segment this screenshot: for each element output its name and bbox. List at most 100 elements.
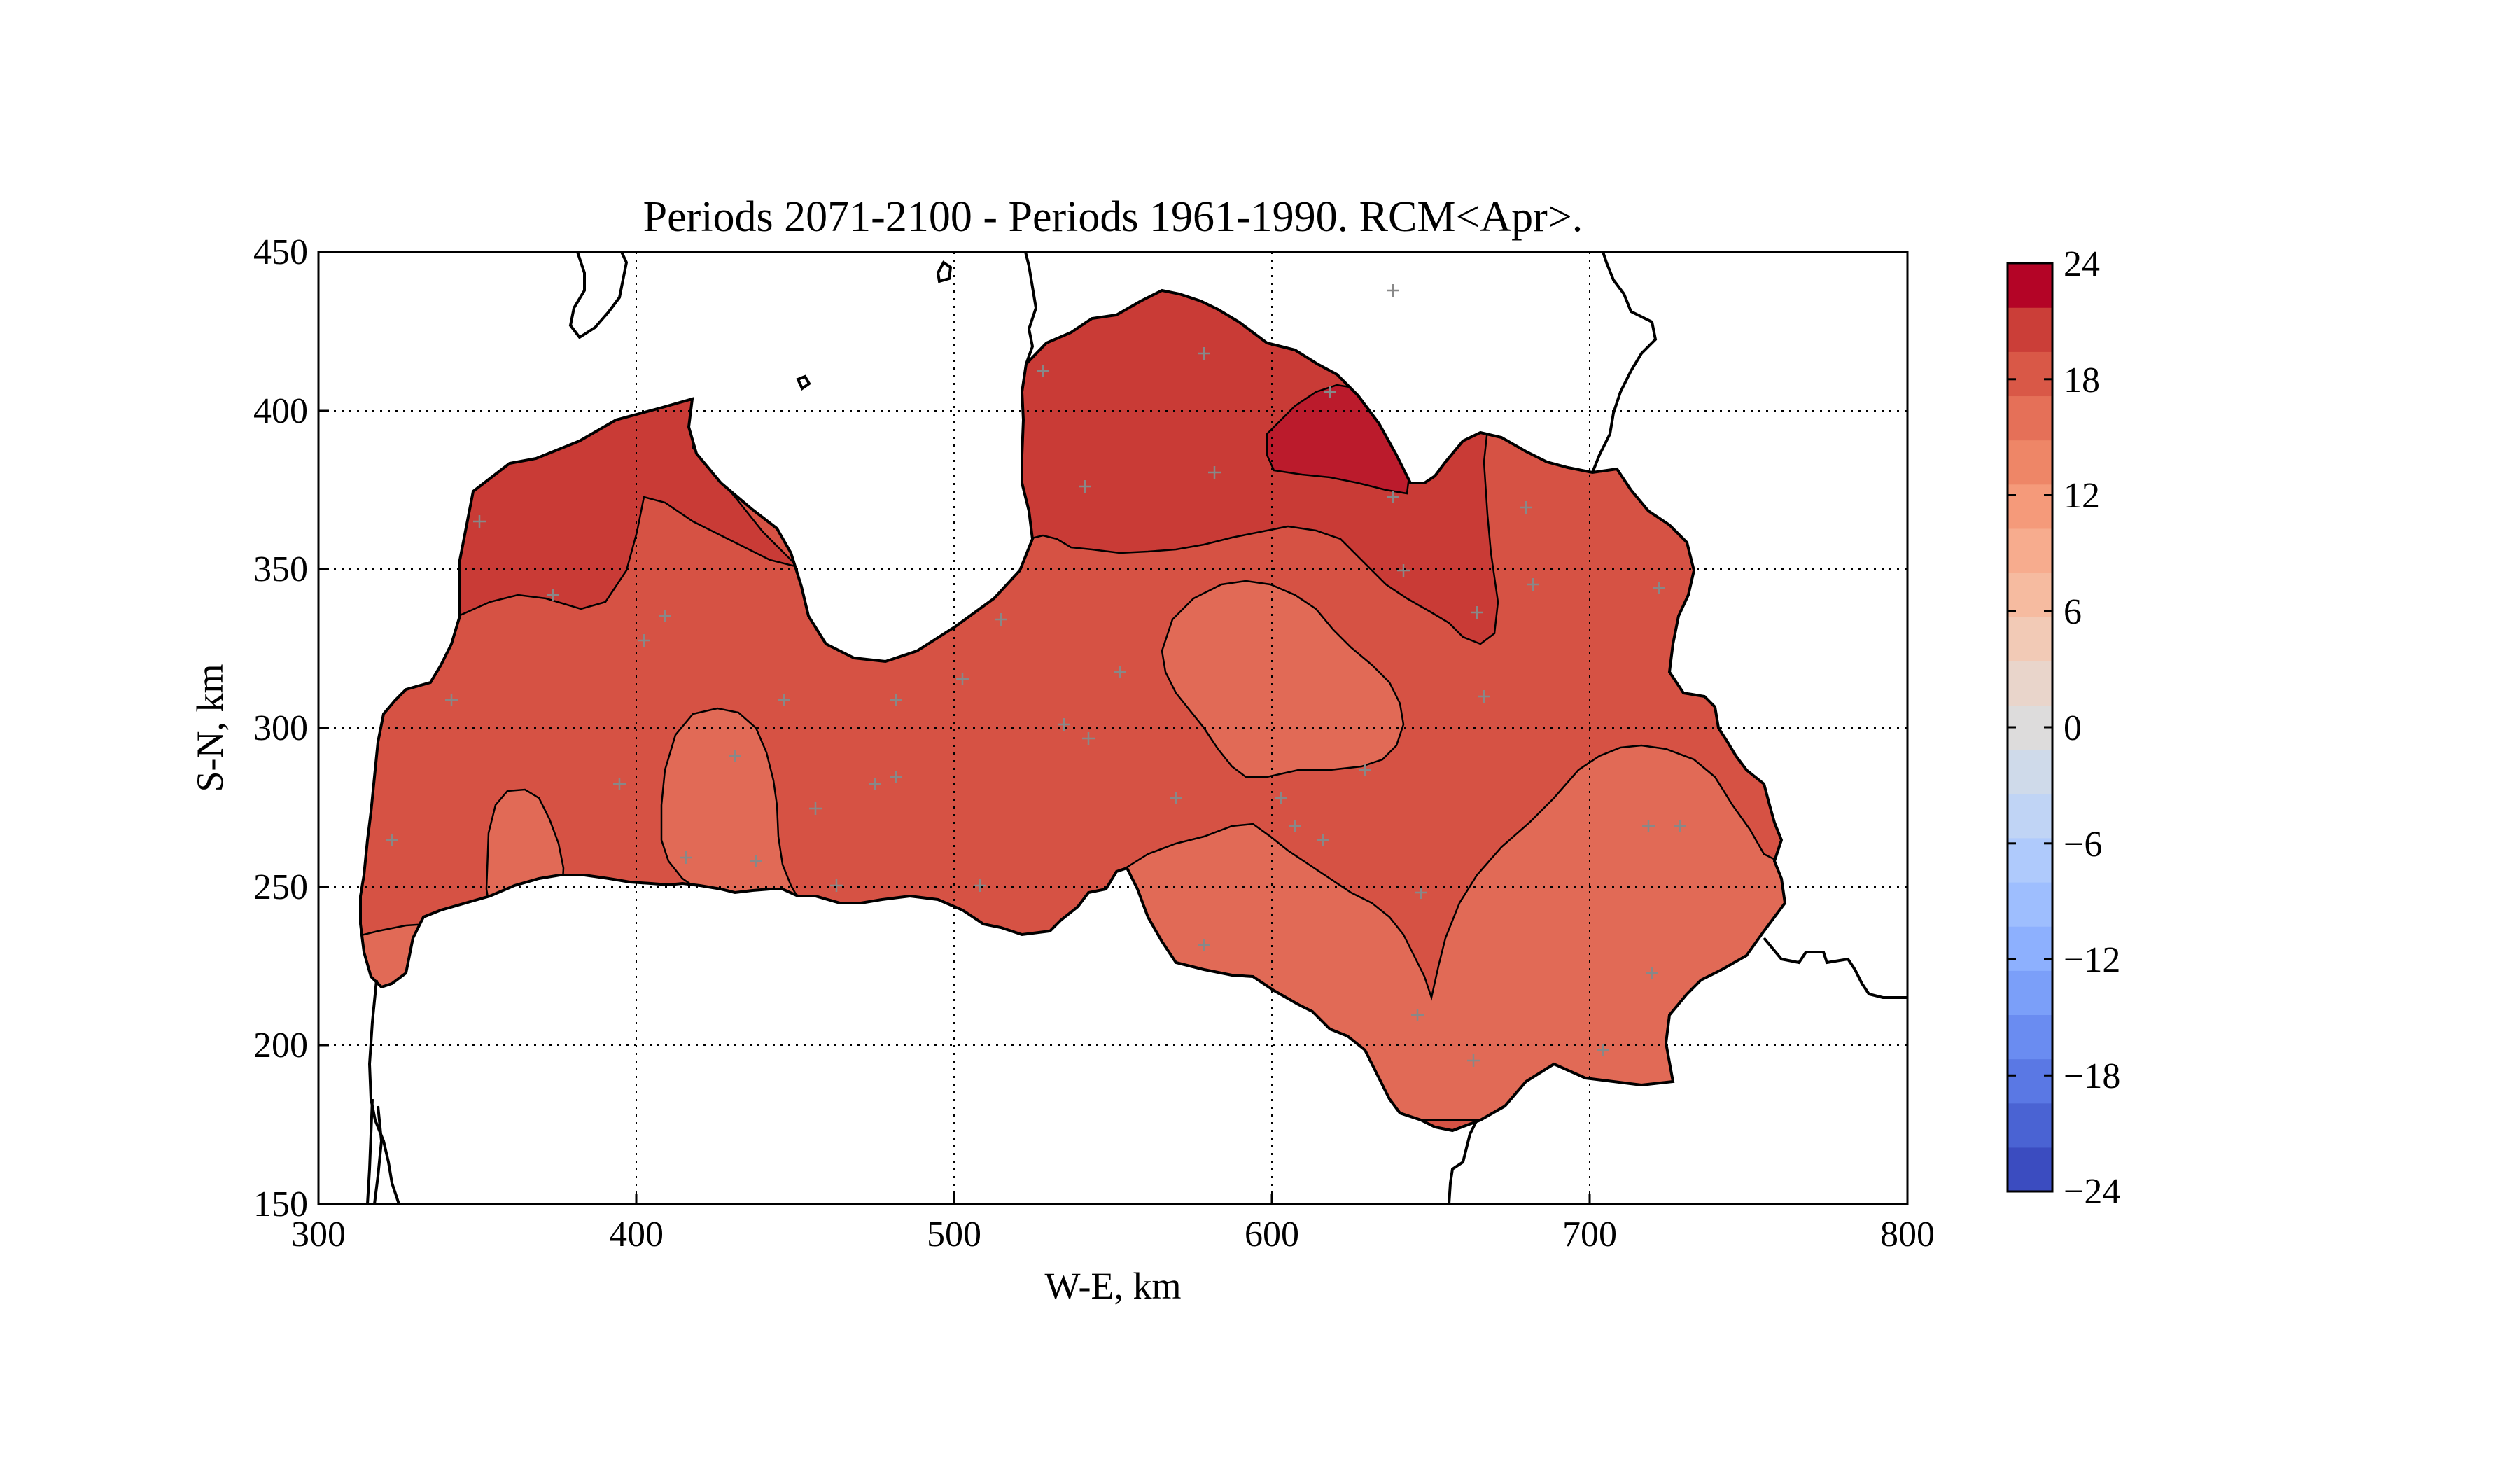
colorbar-block	[2008, 484, 2052, 529]
colorbar-block	[2008, 528, 2052, 573]
ytick-label: 300	[253, 708, 308, 748]
colorbar-label: −6	[2064, 825, 2102, 864]
station-marker	[1653, 582, 1665, 594]
station-marker	[1058, 718, 1070, 731]
russia-belarus-border	[1763, 937, 1907, 999]
station-marker	[1387, 284, 1399, 297]
ytick-label: 400	[253, 391, 308, 431]
station-marker	[1387, 491, 1399, 503]
ruhnu-island	[936, 260, 953, 284]
estonia-west-coast	[1024, 252, 1038, 365]
station-marker	[869, 778, 881, 790]
contour-level-12-15-sc	[660, 707, 807, 911]
station-marker	[1478, 690, 1490, 703]
station-marker	[1114, 666, 1126, 678]
station-marker	[1674, 820, 1686, 832]
station-marker	[659, 610, 671, 622]
lithuania-coast-c	[373, 1105, 384, 1204]
colorbar-ticks	[2008, 262, 2052, 1193]
colorbar-block	[2008, 970, 2052, 1016]
colorbar-block	[2008, 1014, 2052, 1060]
colorbar-block	[2008, 396, 2052, 441]
colorbar-block	[2008, 307, 2052, 352]
station-marker	[445, 694, 458, 706]
xtick-label: 300	[291, 1214, 346, 1254]
ytick-label: 250	[253, 867, 308, 907]
estonia-east-border	[1591, 252, 1658, 473]
station-marker	[1082, 732, 1095, 745]
x-axis-label: W-E, km	[1045, 1265, 1182, 1307]
station-marker	[1079, 480, 1091, 493]
other-coastlines	[366, 252, 1907, 1204]
station-marker	[1397, 564, 1410, 577]
station-marker	[1037, 365, 1049, 377]
grid-lines	[318, 252, 1907, 1204]
ytick-label: 450	[253, 232, 308, 272]
station-marker	[974, 879, 986, 892]
station-marker	[1198, 347, 1210, 360]
estonia-coast-islands	[568, 252, 629, 340]
xtick-label: 500	[927, 1214, 981, 1254]
station-marker	[638, 634, 650, 647]
colorbar-block	[2008, 1147, 2052, 1192]
station-marker	[729, 750, 741, 762]
plot-area	[318, 252, 1907, 1204]
station-marker	[778, 694, 790, 706]
colorbar-block	[2008, 1102, 2052, 1148]
station-marker	[1170, 792, 1182, 804]
station-marker	[890, 694, 902, 706]
station-marker	[680, 851, 692, 864]
colorbar-block	[2008, 1058, 2052, 1104]
colorbar-block	[2008, 749, 2052, 794]
station-marker	[1597, 1044, 1609, 1056]
colorbar-label: 24	[2064, 244, 2100, 284]
colorbar-block	[2008, 263, 2052, 308]
colorbar-labels: 24 18 12 6 0 −6 −12 −18 −24	[2064, 244, 2120, 1212]
colorbar-block	[2008, 882, 2052, 927]
station-marker	[995, 613, 1007, 626]
xtick-label: 400	[609, 1214, 664, 1254]
station-marker	[1411, 1009, 1424, 1021]
station-marker	[1208, 466, 1221, 479]
lithuania-coast-b	[366, 1098, 374, 1204]
station-marker	[809, 802, 822, 815]
colorbar-label: 12	[2064, 476, 2100, 516]
colorbar-block	[2008, 351, 2052, 397]
station-markers	[386, 284, 1686, 1067]
colorbar-label: 6	[2064, 592, 2082, 632]
colorbar-label: 0	[2064, 708, 2082, 748]
station-marker	[1317, 834, 1329, 846]
station-marker	[1289, 820, 1301, 832]
station-marker	[750, 855, 762, 867]
colorbar: 24 18 12 6 0 −6 −12 −18 −24	[2006, 244, 2120, 1212]
station-marker	[1415, 886, 1427, 899]
ytick-label: 200	[253, 1026, 308, 1065]
lithuania-border-south	[1448, 1119, 1478, 1204]
xtick-label: 600	[1245, 1214, 1299, 1254]
station-marker	[1642, 820, 1655, 832]
station-marker	[1467, 1054, 1480, 1067]
station-marker	[547, 589, 559, 601]
station-marker	[890, 771, 902, 783]
station-marker	[473, 515, 486, 528]
station-marker	[613, 778, 626, 790]
station-marker	[1359, 764, 1371, 776]
colorbar-block	[2008, 617, 2052, 662]
xtick-label: 700	[1562, 1214, 1617, 1254]
colorbar-block	[2008, 926, 2052, 971]
y-axis-label: S-N, km	[189, 664, 231, 792]
station-marker	[1471, 606, 1483, 619]
colorbar-block	[2008, 573, 2052, 617]
station-marker	[1198, 939, 1210, 951]
station-marker	[830, 879, 843, 892]
station-marker	[1646, 967, 1658, 979]
ytick-label: 350	[253, 550, 308, 589]
ytick-label: 150	[253, 1184, 308, 1224]
station-marker	[1324, 386, 1336, 398]
axis-ticks	[318, 410, 1591, 1204]
colorbar-label: 18	[2064, 360, 2100, 400]
colorbar-label: −12	[2064, 940, 2120, 980]
x-tick-labels: 300 400 500 600 700 800	[291, 1214, 1935, 1254]
xtick-label: 800	[1880, 1214, 1935, 1254]
